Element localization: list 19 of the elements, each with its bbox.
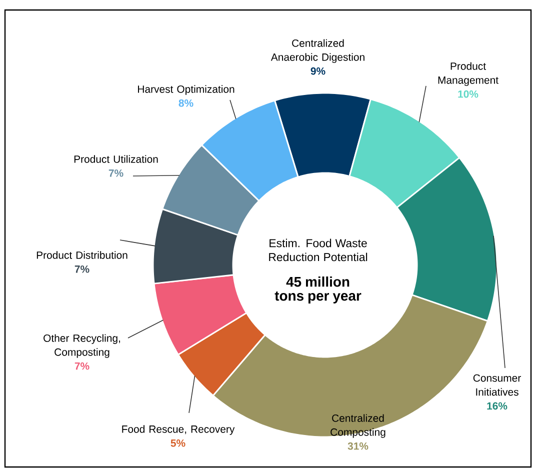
slice-label: Product Utilization [74, 155, 158, 163]
slice-label: Other Recycling, Composting [44, 334, 120, 358]
slice-label: Harvest Optimization [138, 85, 234, 95]
slice-label: Consumer Initiatives [473, 374, 521, 396]
data-label: 16% [487, 402, 508, 410]
slice-label: Centralized Anaerobic Digestion [270, 39, 364, 63]
data-label: 10% [458, 90, 478, 98]
data-label: 7% [74, 362, 90, 370]
data-label: 9% [310, 67, 326, 75]
data-label: 31% [348, 442, 368, 450]
data-label: 8% [178, 99, 194, 107]
text: 45 million tons per year [274, 276, 362, 304]
text: Estim. Food Waste Reduction Potential [269, 238, 368, 262]
data-label: 7% [108, 169, 124, 177]
data-label: 7% [74, 265, 90, 273]
slice-label: Food Rescue, Recovery [122, 425, 235, 435]
slice-label: Product Distribution [36, 251, 128, 259]
data-label: 5% [170, 439, 186, 447]
slice-label: Product Management [438, 62, 498, 86]
